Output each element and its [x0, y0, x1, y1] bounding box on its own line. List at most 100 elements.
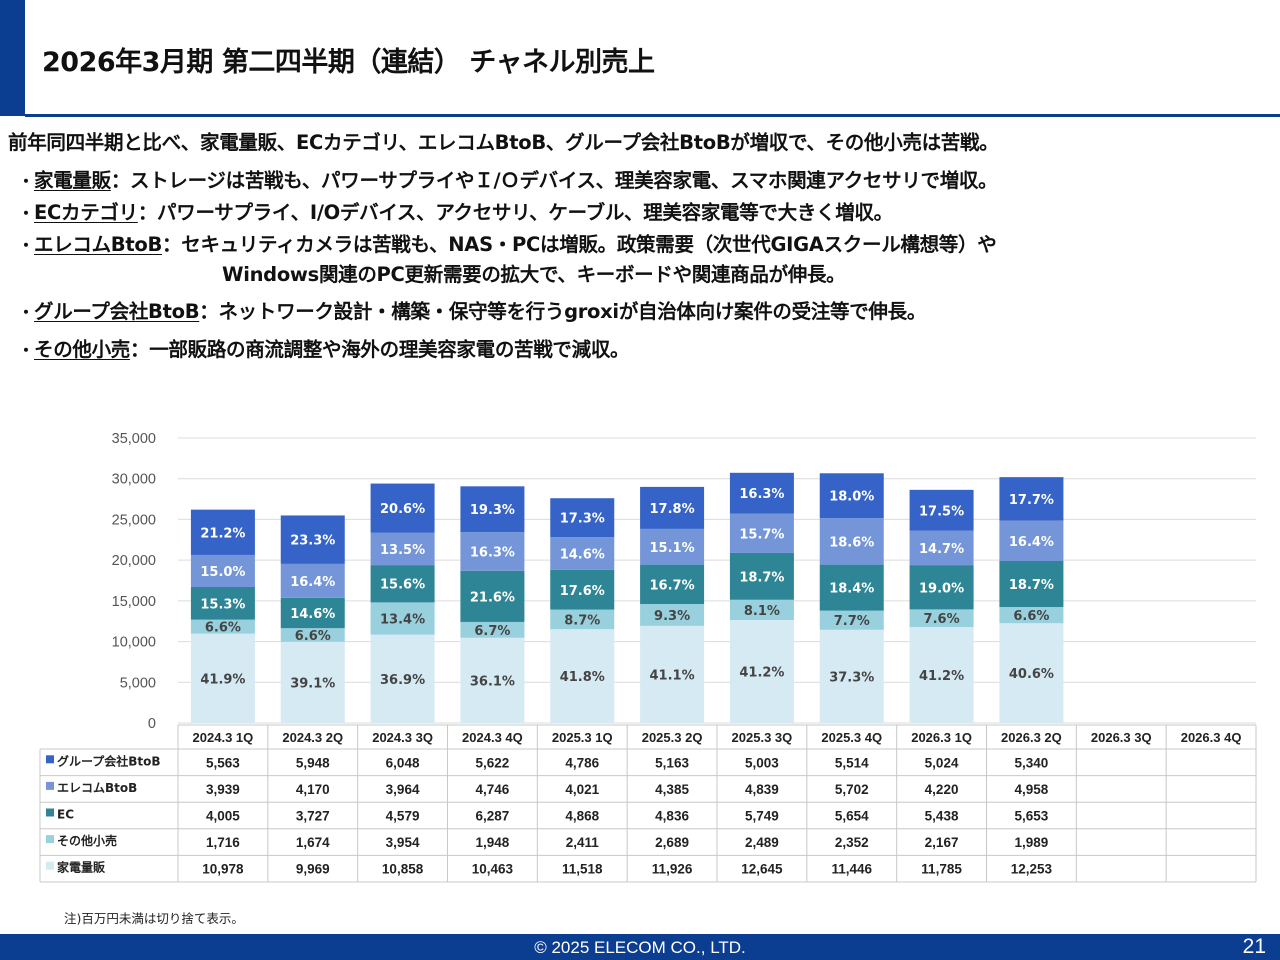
- bar-segment: [729, 472, 794, 514]
- table-header-cell: 2025.3 3Q: [732, 730, 793, 745]
- table-header-cell: 2025.3 1Q: [552, 730, 613, 745]
- bar-segment: [280, 563, 345, 598]
- table-value-cell: 11,446: [831, 862, 872, 877]
- table-value-cell: 4,839: [745, 782, 779, 797]
- bullet-text: ：ネットワーク設計・構築・保守等を行うgroxiが自治体向け案件の受注等で伸長。: [199, 300, 927, 323]
- table-value-cell: 6,287: [476, 809, 510, 824]
- table-header-cell: 2025.3 2Q: [642, 730, 703, 745]
- pct-label: 15.7%: [739, 527, 784, 542]
- table-value-cell: 1,989: [1015, 835, 1049, 850]
- pct-label: 9.3%: [654, 609, 690, 624]
- bar-segment: [460, 570, 525, 622]
- legend-key: [46, 835, 54, 844]
- table-header-cell: 2024.3 1Q: [193, 730, 254, 745]
- bullet-text: ：ストレージは苦戦も、パワーサプライやＩ/Ｏデバイス、理美容家電、スマホ関連アク…: [110, 169, 998, 192]
- bar-segment: [909, 609, 974, 628]
- bar-segment: [460, 532, 525, 571]
- pct-label: 17.8%: [650, 502, 695, 517]
- pct-label: 36.1%: [470, 674, 515, 689]
- bar-segment: [550, 537, 615, 570]
- bar-segment: [819, 473, 884, 519]
- bullet-text: ：パワーサプライ、I/Oデバイス、アクセサリ、ケーブル、理美容家電等で大きく増収…: [137, 201, 893, 224]
- y-tick-label: 10,000: [112, 635, 156, 651]
- pct-label: 16.4%: [1009, 535, 1054, 550]
- bar-segment: [460, 486, 525, 533]
- table-value-cell: 5,654: [835, 809, 869, 824]
- pct-label: 15.3%: [200, 597, 245, 612]
- bullet-marker: ・: [18, 303, 34, 322]
- table-value-cell: 2,411: [566, 835, 600, 850]
- pct-label: 15.0%: [200, 565, 245, 580]
- table-value-cell: 4,220: [925, 782, 959, 797]
- table-value-cell: 4,746: [476, 782, 510, 797]
- bullet-kaden: ・家電量販：ストレージは苦戦も、パワーサプライやＩ/Ｏデバイス、理美容家電、スマ…: [18, 164, 998, 193]
- pct-label: 16.3%: [470, 545, 515, 560]
- pct-label: 6.7%: [474, 624, 510, 639]
- table-value-cell: 5,948: [296, 755, 330, 770]
- pct-label: 14.7%: [919, 542, 964, 557]
- channel-sales-chart: 0 5,000 10,000 15,000 20,000 25,000 30,000 35,0…: [39, 431, 1257, 883]
- pct-label: 36.9%: [380, 673, 425, 688]
- table-header-cell: 2024.3 2Q: [282, 730, 343, 745]
- bullet-key: 家電量販: [34, 169, 111, 192]
- bar-segment: [640, 603, 705, 626]
- bar-segment: [190, 509, 255, 555]
- y-tick-label: 20,000: [112, 553, 156, 569]
- footnote: 注)百万円未満は切り捨て表示。: [64, 911, 244, 926]
- bar-segment: [280, 641, 345, 723]
- pct-label: 8.1%: [744, 604, 780, 619]
- bullet-marker: ・: [18, 236, 34, 255]
- page-title: 2026年3月期 第二四半期（連結） チャネル別売上: [42, 47, 655, 78]
- bar-segment: [999, 560, 1064, 608]
- bar-segment: [280, 597, 345, 629]
- bar-segment: [370, 565, 435, 603]
- bar-segment: [640, 625, 705, 723]
- table-value-cell: 3,954: [386, 835, 420, 850]
- pct-label: 16.7%: [650, 578, 695, 593]
- pct-label: 16.4%: [290, 575, 335, 590]
- pct-label: 18.0%: [829, 490, 874, 505]
- bar-segment: [190, 633, 255, 723]
- table-header-cell: 2025.3 4Q: [821, 730, 882, 745]
- pct-label: 23.3%: [290, 534, 335, 549]
- pct-label: 17.7%: [1009, 493, 1054, 508]
- legend-key: [46, 781, 54, 790]
- table-value-cell: 2,167: [925, 835, 959, 850]
- pct-label: 39.1%: [290, 676, 335, 691]
- bar-segment: [909, 565, 974, 610]
- legend-label: 家電量販: [57, 860, 106, 875]
- table-value-cell: 5,438: [925, 809, 959, 824]
- pct-label: 17.3%: [560, 512, 605, 527]
- pct-label: 14.6%: [290, 607, 335, 622]
- footer-bar: © 2025 ELECOM CO., LTD. 21: [0, 934, 1280, 960]
- table-value-cell: 5,563: [206, 755, 240, 770]
- bar-segment: [819, 629, 884, 723]
- pct-label: 7.7%: [834, 614, 870, 629]
- y-tick-label: 25,000: [112, 512, 156, 528]
- title-bar: 2026年3月期 第二四半期（連結） チャネル別売上: [0, 0, 1280, 117]
- table-value-cell: 11,785: [921, 862, 962, 877]
- page-number: 21: [1242, 935, 1266, 958]
- summary-text: 前年同四半期と比べ、家電量販、ECカテゴリ、エレコムBtoB、グループ会社Bto…: [8, 131, 999, 154]
- pct-label: 21.2%: [200, 526, 245, 541]
- bullet-key: グループ会社BtoB: [34, 300, 200, 323]
- table-value-cell: 6,048: [386, 755, 420, 770]
- pct-label: 41.2%: [739, 666, 784, 681]
- legend-key: [46, 755, 54, 764]
- table-value-cell: 5,702: [835, 782, 869, 797]
- bar-segment: [819, 610, 884, 630]
- table-value-cell: 5,622: [476, 755, 510, 770]
- pct-label: 37.3%: [829, 670, 874, 685]
- bar-segment: [729, 552, 794, 600]
- pct-label: 6.6%: [205, 621, 241, 636]
- table-value-cell: 10,463: [472, 862, 514, 877]
- table-value-cell: 5,024: [925, 755, 959, 770]
- legend-key: [46, 861, 54, 870]
- pct-label: 13.5%: [380, 543, 425, 558]
- pct-label: 6.6%: [295, 629, 331, 644]
- table-header-cell: 2026.3 1Q: [911, 730, 972, 745]
- table-value-cell: 4,579: [386, 809, 420, 824]
- table-value-cell: 1,674: [296, 835, 330, 850]
- bar-segment: [550, 569, 615, 610]
- table-value-cell: 3,939: [206, 782, 240, 797]
